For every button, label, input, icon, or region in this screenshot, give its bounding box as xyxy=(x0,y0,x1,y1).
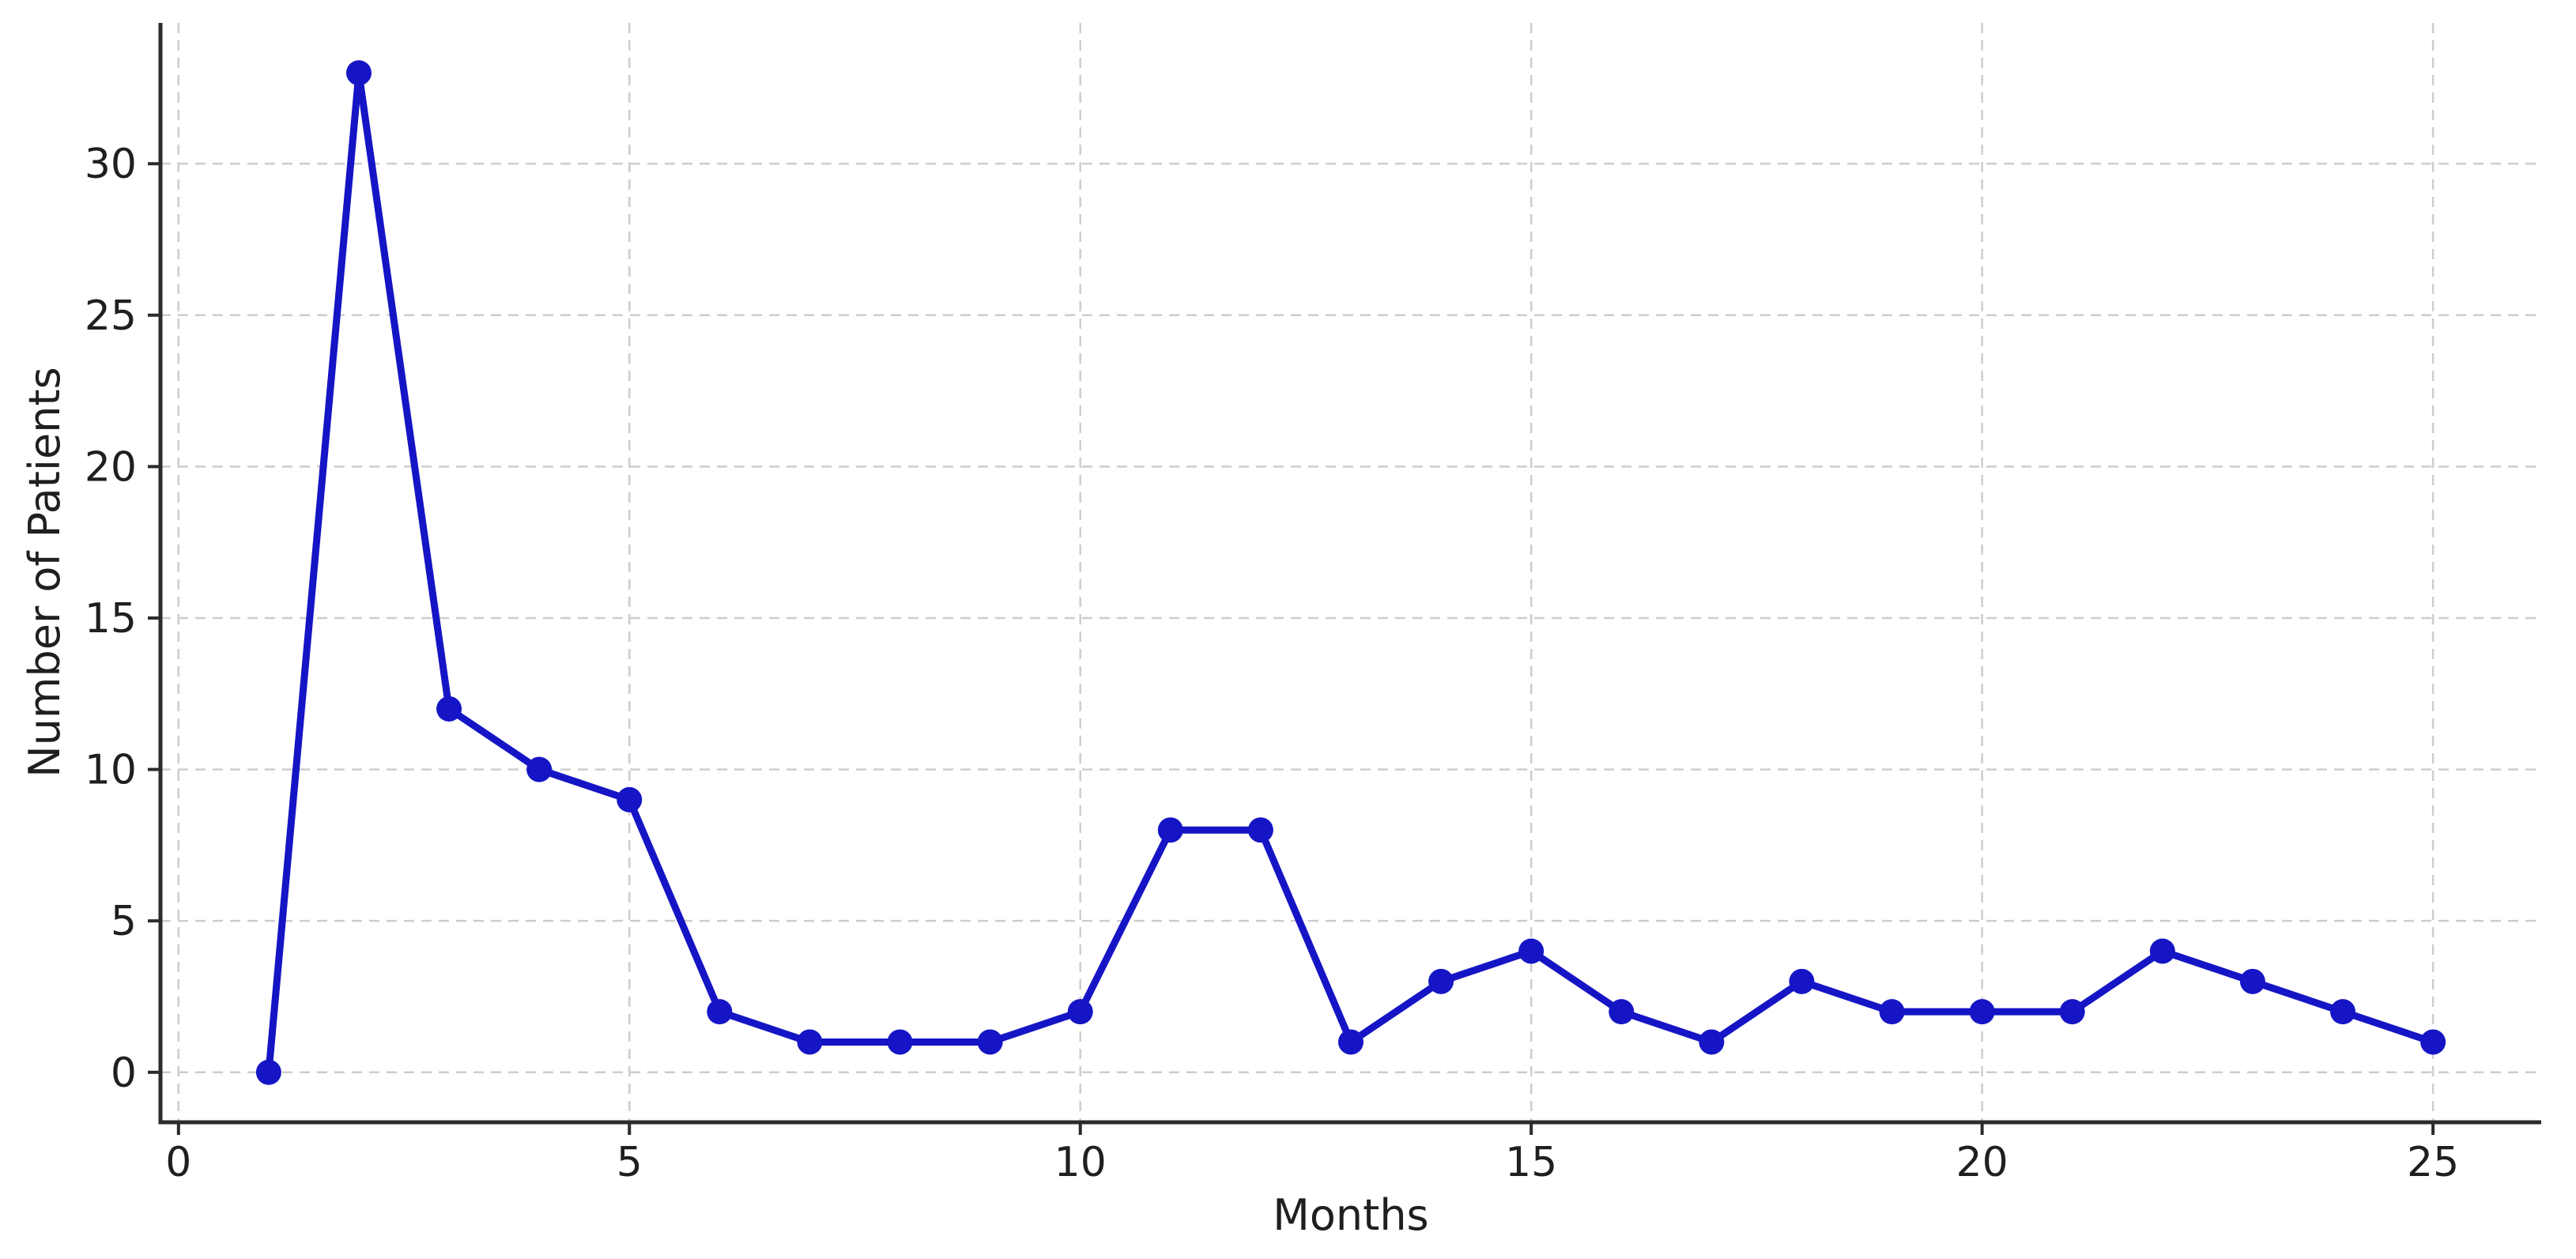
data-point-marker xyxy=(1247,817,1273,843)
y-tick-label: 30 xyxy=(85,141,137,188)
x-tick-label: 15 xyxy=(1505,1139,1557,1186)
data-point-marker xyxy=(255,1059,281,1085)
data-point-marker xyxy=(1067,999,1093,1025)
grid-layer xyxy=(160,23,2541,1122)
data-point-marker xyxy=(1969,999,1995,1025)
x-tick-label: 5 xyxy=(617,1139,643,1186)
y-tick-label: 5 xyxy=(111,898,137,945)
x-axis-label: Months xyxy=(1273,1190,1428,1240)
tick-labels: 0 5 10 15 20 25 0 5 10 15 20 25 30 xyxy=(85,141,2459,1186)
axes-spines xyxy=(158,23,2541,1125)
data-series xyxy=(255,60,2446,1085)
data-point-marker xyxy=(1338,1029,1363,1055)
x-tick-label: 10 xyxy=(1054,1139,1107,1186)
y-axis-label: Number of Patients xyxy=(20,367,70,777)
data-point-marker xyxy=(707,999,733,1025)
data-point-marker xyxy=(2420,1029,2446,1055)
y-tick-label: 0 xyxy=(111,1050,137,1097)
data-point-marker xyxy=(436,695,462,722)
y-tick-label: 25 xyxy=(85,292,137,340)
data-point-marker xyxy=(2149,938,2175,964)
x-tick-label: 0 xyxy=(165,1139,191,1186)
data-point-marker xyxy=(1879,999,1905,1025)
data-point-marker xyxy=(887,1029,913,1055)
data-point-marker xyxy=(1609,999,1635,1025)
x-tick-label: 25 xyxy=(2407,1139,2459,1186)
data-point-marker xyxy=(617,786,643,812)
data-point-marker xyxy=(1157,817,1183,843)
data-point-marker xyxy=(2330,999,2355,1025)
data-point-marker xyxy=(346,60,372,86)
data-point-marker xyxy=(797,1029,823,1055)
data-point-marker xyxy=(1518,938,1544,964)
data-point-marker xyxy=(526,756,553,782)
data-point-marker xyxy=(1789,968,1815,994)
y-tick-label: 15 xyxy=(85,595,137,643)
data-point-marker xyxy=(2059,999,2085,1025)
y-tick-label: 20 xyxy=(85,443,137,491)
series-line xyxy=(265,69,2437,1076)
x-tick-label: 20 xyxy=(1956,1139,2008,1186)
data-point-marker xyxy=(1699,1029,1725,1055)
tick-marks xyxy=(148,162,2435,1135)
y-tick-label: 10 xyxy=(85,747,137,794)
data-point-marker xyxy=(977,1029,1003,1055)
data-point-marker xyxy=(2239,968,2265,994)
data-point-marker xyxy=(1428,968,1454,994)
